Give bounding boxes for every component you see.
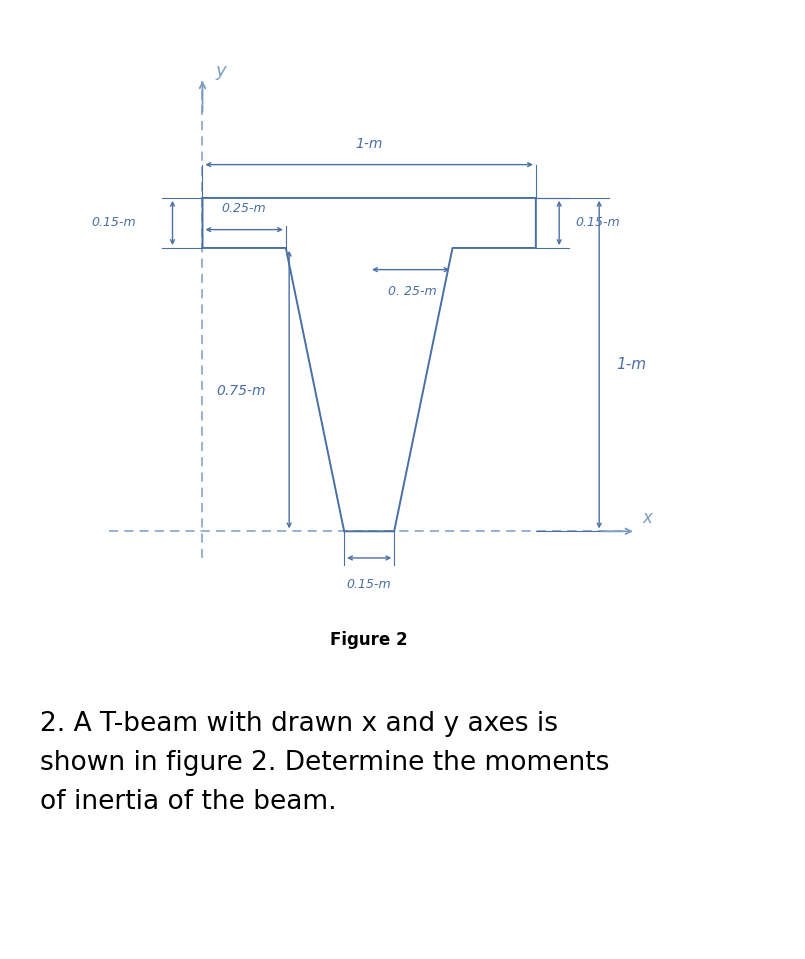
Text: x: x bbox=[642, 509, 652, 526]
Text: 0.15-m: 0.15-m bbox=[91, 217, 136, 229]
Text: 0.15-m: 0.15-m bbox=[576, 217, 621, 229]
Text: 0.15-m: 0.15-m bbox=[347, 578, 391, 591]
Text: 0. 25-m: 0. 25-m bbox=[388, 285, 437, 297]
Text: 0.75-m: 0.75-m bbox=[217, 385, 266, 398]
Text: 1-m: 1-m bbox=[356, 137, 383, 152]
Text: 1-m: 1-m bbox=[616, 357, 646, 372]
Text: 2. A T-beam with drawn x and y axes is
shown in figure 2. Determine the moments
: 2. A T-beam with drawn x and y axes is s… bbox=[39, 712, 609, 815]
Text: Figure 2: Figure 2 bbox=[330, 631, 408, 649]
Text: 0.25-m: 0.25-m bbox=[222, 201, 266, 215]
Text: y: y bbox=[216, 62, 226, 81]
